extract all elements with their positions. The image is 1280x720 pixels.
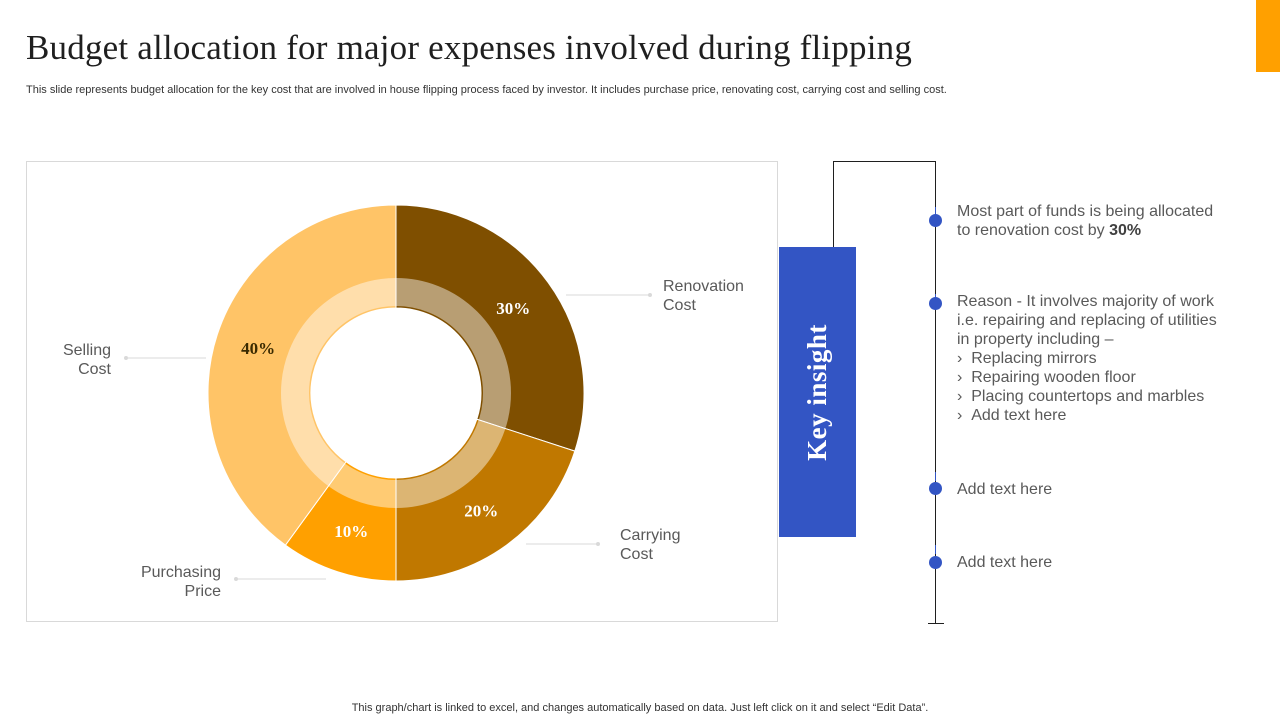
insight-point-1-bold: 30% [1109, 222, 1142, 239]
donut-chart[interactable]: 30% Renovation Cost 20% Carrying Cost 10% Purch… [26, 161, 778, 622]
timeline-dot [929, 556, 942, 569]
timeline-line [935, 162, 936, 624]
footer-note: This graph/chart is linked to excel, and… [351, 702, 929, 714]
value-label: 30% [496, 299, 530, 318]
value-label: 20% [464, 501, 498, 520]
insight-point-1: Most part of funds is being allocated to… [957, 202, 1227, 240]
key-insight-label: Key insight [802, 323, 832, 461]
page-title: Budget allocation for major expenses inv… [26, 28, 913, 67]
leader-dot [234, 577, 238, 581]
insight-point-2-text: Reason - It involves majority of work i.… [957, 293, 1217, 348]
category-label: Renovation Cost [663, 278, 744, 314]
chevron-right-icon: › [957, 407, 963, 424]
leader-dot [124, 356, 128, 360]
donut-slice-carrying-cost[interactable] [395, 418, 576, 582]
timeline-end [928, 623, 944, 624]
timeline-dot [929, 297, 942, 310]
chevron-right-icon: › [957, 369, 963, 386]
leader-dot [648, 293, 652, 297]
chevron-right-icon: › [957, 388, 963, 405]
leader-dot [596, 542, 600, 546]
accent-bar [1256, 0, 1280, 72]
category-label: Selling Cost [63, 342, 112, 378]
category-label: Purchasing Price [141, 564, 221, 600]
insight-point-4: Add text here [957, 554, 1053, 571]
chart-frame[interactable] [26, 161, 778, 622]
timeline-dot [929, 482, 942, 495]
key-connector [833, 161, 936, 247]
insight-point-3: Add text here [957, 481, 1053, 498]
timeline-tick [935, 207, 936, 216]
timeline-dot [929, 214, 942, 227]
insight-point-2: Reason - It involves majority of work i.… [957, 292, 1232, 425]
timeline-tick [935, 545, 936, 554]
key-insight-box: Key insight [779, 247, 856, 537]
page-subtitle: This slide represents budget allocation … [26, 84, 947, 96]
sub-item: › Repairing wooden floor [957, 369, 1136, 386]
donut-slice-renovation-cost[interactable] [395, 204, 585, 452]
category-label: Carrying Cost [620, 527, 680, 563]
value-label: 40% [241, 339, 275, 358]
inner-ring [281, 278, 511, 508]
chevron-right-icon: › [957, 350, 963, 367]
sub-item: › Replacing mirrors [957, 350, 1097, 367]
insight-point-1-text: Most part of funds is being allocated to… [957, 203, 1214, 239]
sub-item: › Add text here [957, 407, 1067, 424]
sub-item: › Placing countertops and marbles [957, 388, 1205, 405]
donut-slice-selling-cost[interactable] [207, 204, 397, 546]
timeline-tick [935, 472, 936, 481]
value-label: 10% [334, 522, 368, 541]
